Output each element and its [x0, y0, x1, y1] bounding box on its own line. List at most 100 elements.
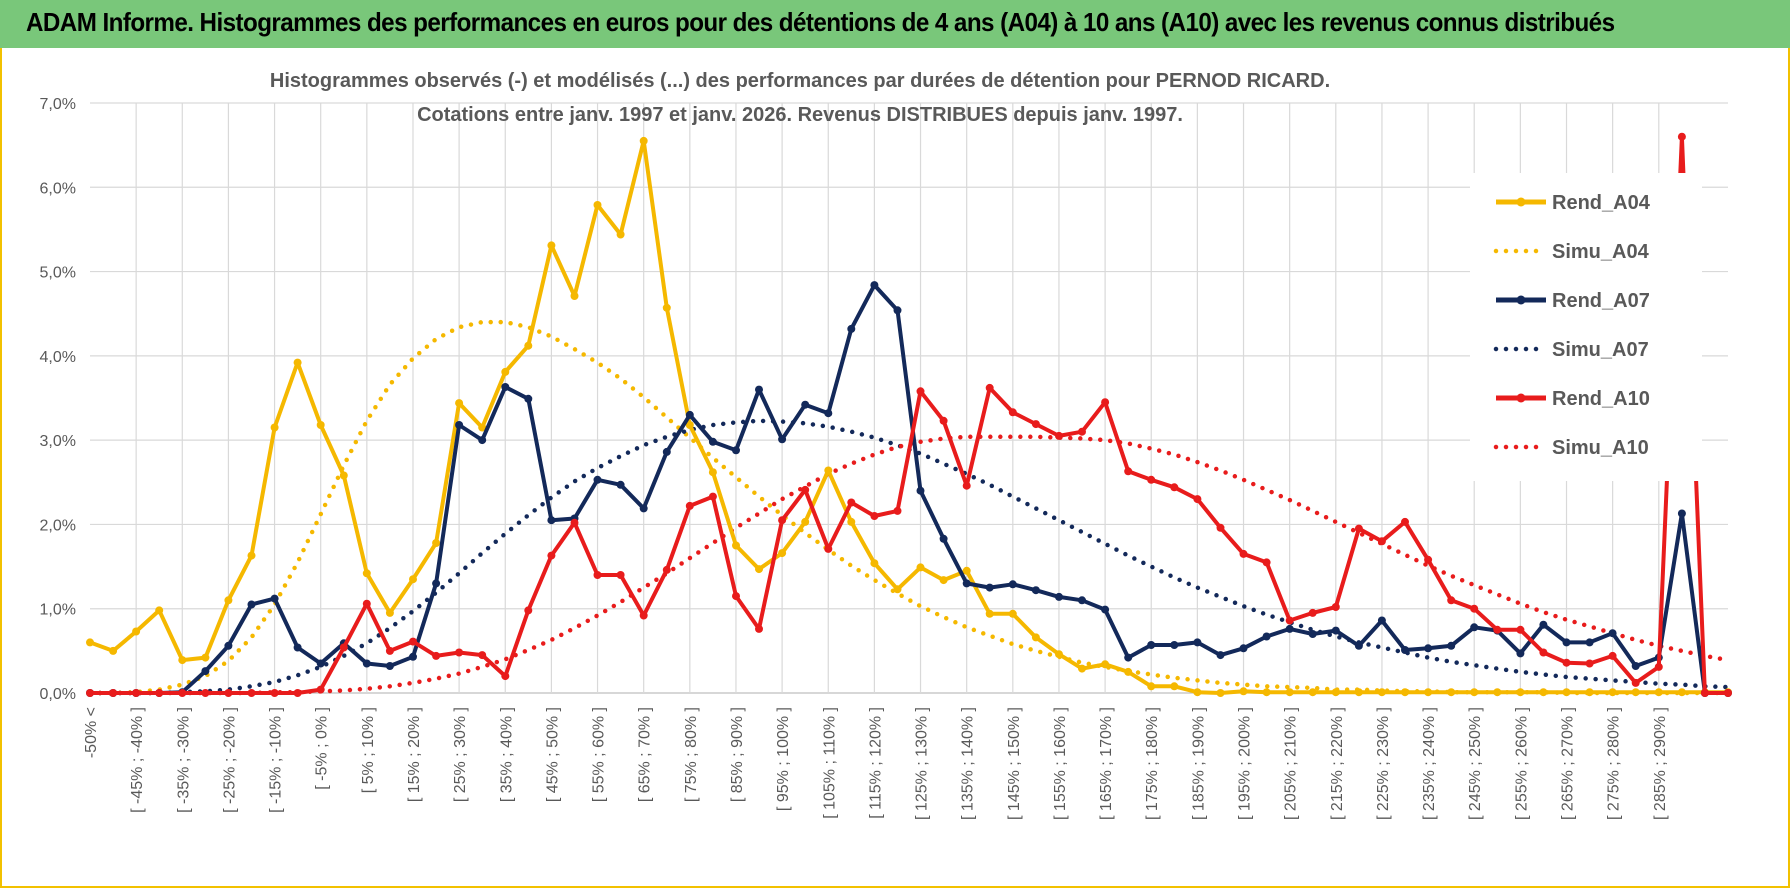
data-point-rend_a07 — [1101, 605, 1110, 614]
x-tick-label: [ 285% ; 290% ] — [1652, 707, 1669, 820]
data-point-rend_a07 — [201, 667, 210, 676]
data-point-rend_a04 — [1447, 688, 1456, 697]
data-point-rend_a10 — [1101, 398, 1110, 407]
histogram-chart: 0,0% 1,0% 2,0% 3,0% 4,0% 5,0% 6,0% 7,0% -50% < [… — [40, 70, 1732, 820]
data-point-rend_a07 — [1401, 646, 1409, 654]
x-tick-label: [ 5% ; 10% ] — [360, 707, 377, 793]
data-point-rend_a07 — [455, 421, 464, 429]
data-point-rend_a10 — [432, 651, 441, 660]
x-tick-label: [ 145% ; 150% ] — [1006, 707, 1023, 820]
data-point-rend_a04 — [962, 566, 971, 575]
data-point-rend_a04 — [178, 656, 187, 665]
data-point-rend_a04 — [801, 517, 810, 526]
data-point-rend_a10 — [1470, 604, 1479, 613]
data-point-rend_a04 — [824, 466, 833, 475]
data-point-rend_a07 — [224, 641, 233, 650]
data-point-rend_a10 — [293, 689, 302, 697]
series-lines — [86, 132, 1732, 697]
data-point-rend_a04 — [1654, 688, 1663, 697]
data-point-rend_a10 — [1285, 616, 1294, 625]
data-point-rend_a04 — [593, 201, 602, 209]
data-point-rend_a07 — [616, 480, 625, 489]
data-point-rend_a10 — [824, 544, 833, 553]
x-tick-label: [ -35% ; -30% ] — [175, 707, 192, 813]
data-point-rend_a10 — [916, 387, 925, 396]
data-point-rend_a04 — [1424, 688, 1433, 697]
legend-label: Simu_A07 — [1552, 339, 1649, 361]
data-point-rend_a04 — [478, 423, 487, 432]
data-point-rend_a04 — [1055, 650, 1063, 659]
report-title: ADAM Informe. Histogrammes des performan… — [26, 7, 1615, 37]
data-point-rend_a10 — [708, 492, 717, 501]
x-tick-label: [ 205% ; 210% ] — [1283, 707, 1300, 820]
data-point-rend_a07 — [778, 435, 787, 444]
data-point-rend_a04 — [1216, 689, 1225, 697]
data-point-rend_a07 — [1331, 626, 1340, 635]
data-point-rend_a04 — [1170, 682, 1179, 691]
legend-label: Rend_A04 — [1552, 192, 1651, 214]
y-axis: 0,0% 1,0% 2,0% 3,0% 4,0% 5,0% 6,0% 7,0% — [40, 96, 76, 703]
data-point-rend_a10 — [1216, 523, 1225, 532]
data-point-rend_a07 — [432, 579, 441, 588]
data-point-rend_a04 — [409, 575, 417, 584]
data-point-rend_a07 — [1354, 641, 1363, 650]
x-tick-label: [ 75% ; 80% ] — [683, 707, 700, 802]
data-point-rend_a07 — [870, 281, 879, 290]
data-point-rend_a04 — [1401, 688, 1409, 697]
data-point-rend_a07 — [1539, 620, 1548, 629]
data-point-rend_a04 — [1078, 664, 1086, 673]
x-axis: -50% < [ -45% ; -40% ] [ -35% ; -30% ] [ -2… — [83, 707, 1669, 820]
data-point-rend_a10 — [593, 571, 602, 579]
data-point-rend_a04 — [224, 596, 233, 605]
data-point-rend_a10 — [524, 606, 533, 615]
data-point-rend_a07 — [1424, 644, 1433, 653]
data-point-rend_a04 — [247, 551, 256, 560]
data-point-rend_a04 — [985, 609, 994, 618]
data-point-rend_a10 — [201, 689, 210, 697]
y-tick-label: 4,0% — [40, 349, 76, 366]
data-point-rend_a04 — [1516, 688, 1525, 697]
data-point-rend_a04 — [708, 468, 717, 477]
legend-marker — [1516, 197, 1526, 207]
x-tick-label: [ 125% ; 130% ] — [914, 707, 931, 820]
data-point-rend_a10 — [1424, 555, 1433, 564]
data-point-rend_a04 — [570, 292, 579, 300]
x-tick-label: [ 65% ; 70% ] — [637, 707, 654, 802]
data-point-rend_a04 — [939, 576, 948, 585]
data-point-rend_a04 — [1147, 682, 1156, 691]
legend-label: Simu_A04 — [1552, 241, 1650, 263]
data-point-rend_a10 — [1124, 467, 1133, 476]
y-tick-label: 6,0% — [40, 180, 76, 197]
x-tick-label: [ 95% ; 100% ] — [775, 707, 792, 811]
data-point-rend_a07 — [1608, 629, 1617, 638]
data-point-rend_a07 — [1147, 641, 1156, 649]
data-point-rend_a04 — [778, 549, 787, 558]
data-point-rend_a07 — [732, 446, 740, 455]
data-point-rend_a07 — [1308, 630, 1317, 638]
data-point-rend_a10 — [178, 689, 187, 697]
data-point-rend_a04 — [1631, 688, 1640, 697]
data-point-rend_a10 — [1078, 427, 1086, 436]
data-point-rend_a10 — [1700, 689, 1709, 697]
data-point-rend_a10 — [870, 512, 879, 520]
x-tick-label: [ 55% ; 60% ] — [591, 707, 608, 802]
data-point-rend_a04 — [455, 399, 464, 408]
data-point-rend_a10 — [385, 646, 394, 655]
data-point-rend_a04 — [547, 241, 556, 250]
x-tick-label: [ 25% ; 30% ] — [452, 707, 469, 802]
data-point-rend_a04 — [1193, 688, 1202, 697]
data-point-rend_a04 — [870, 559, 879, 568]
data-point-rend_a07 — [1193, 638, 1202, 647]
data-point-rend_a07 — [524, 394, 533, 403]
data-point-rend_a10 — [685, 501, 694, 510]
data-point-rend_a07 — [1055, 592, 1063, 601]
data-point-rend_a04 — [847, 517, 856, 526]
data-point-rend_a04 — [432, 539, 441, 547]
data-point-rend_a04 — [316, 421, 325, 429]
data-point-rend_a07 — [662, 447, 671, 456]
data-point-rend_a07 — [893, 306, 902, 315]
data-point-rend_a10 — [1055, 431, 1063, 440]
data-point-rend_a04 — [1308, 688, 1317, 697]
data-point-rend_a10 — [1654, 662, 1663, 671]
data-point-rend_a04 — [1031, 633, 1040, 642]
